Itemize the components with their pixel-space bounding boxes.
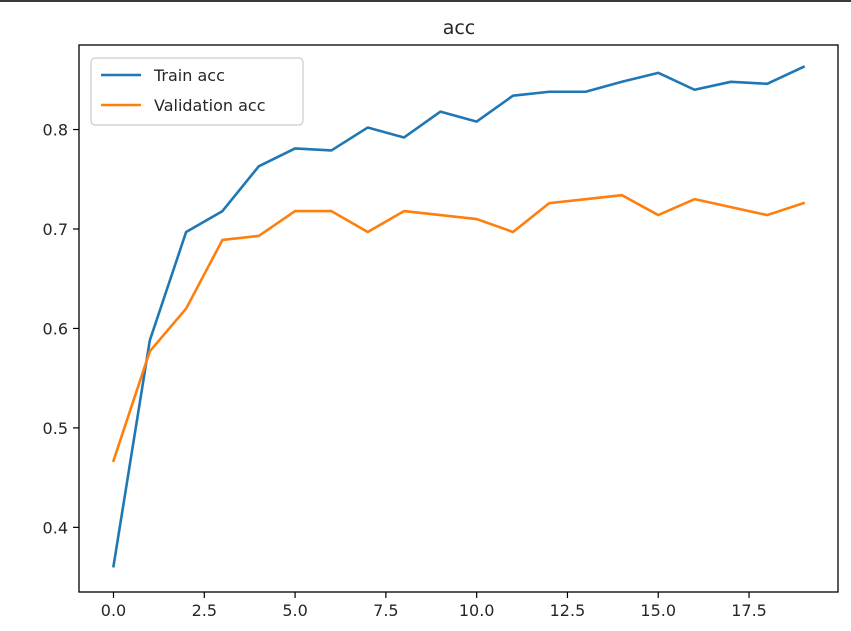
axes: 0.0 2.5 5.0 7.5 10.0 12.5 15.0 17.5 0.4 0.5 0.6 0.7… xyxy=(43,44,839,620)
y-tick-label: 0.4 xyxy=(43,518,68,537)
x-tick-label: 17.5 xyxy=(731,601,767,620)
chart-title: acc xyxy=(443,17,476,39)
x-tick-label: 0.0 xyxy=(101,601,126,620)
x-tick-label: 12.5 xyxy=(550,601,586,620)
legend: Train acc Validation acc xyxy=(90,57,304,126)
x-tick-label: 5.0 xyxy=(282,601,307,620)
plot-area xyxy=(111,65,806,568)
top-border-line xyxy=(0,0,851,2)
x-tick-label: 7.5 xyxy=(373,601,398,620)
x-tick-label: 15.0 xyxy=(640,601,676,620)
y-tick-label: 0.5 xyxy=(43,419,68,438)
legend-label-1: Validation acc xyxy=(154,96,266,115)
legend-label-0: Train acc xyxy=(153,66,225,85)
legend-box xyxy=(90,57,304,126)
x-tick-label: 2.5 xyxy=(192,601,217,620)
x-tick-label: 10.0 xyxy=(459,601,495,620)
series-line-1 xyxy=(111,193,806,463)
y-tick-label: 0.8 xyxy=(43,121,68,140)
y-tick-label: 0.6 xyxy=(43,319,68,338)
y-tick-label: 0.7 xyxy=(43,220,68,239)
axes-frame xyxy=(78,44,839,593)
series-line-0 xyxy=(112,65,806,568)
